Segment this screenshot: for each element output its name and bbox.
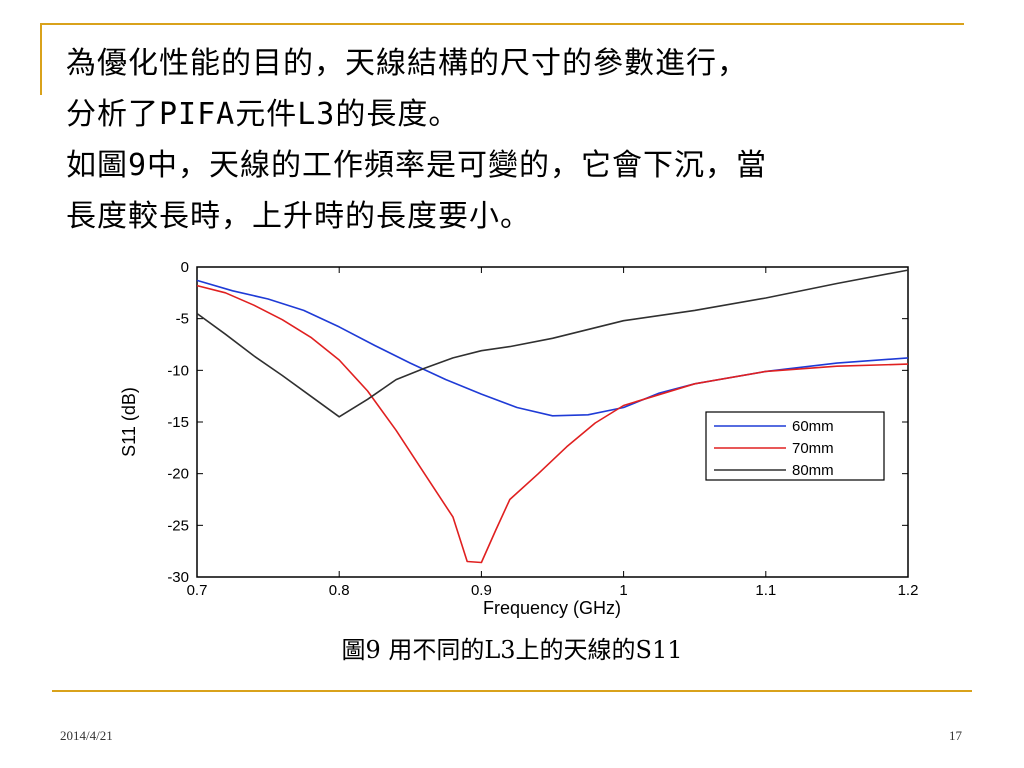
s11-line-chart: 0.7 0.8 0.9 1 1.1 1.2 0 -5 -10 -15 -20 -25 -30 Frequ… [119,259,918,618]
axis-ticks: 0.7 0.8 0.9 1 1.1 1.2 0 -5 -10 -15 -20 -25 -30 [167,259,918,599]
body-line: 如圖9中，天線的工作頻率是可變的，它會下沉，當 [66,148,768,183]
legend-entry: 60mm [792,418,834,435]
legend-entry: 80mm [792,462,834,479]
body-line: 分析了PIFA元件L3的長度。 [66,97,460,132]
body-line: 為優化性能的目的，天線結構的尺寸的參數進行， [66,46,748,81]
top-horizontal-rule [40,23,964,25]
footer-date: 2014/4/21 [60,728,113,743]
x-tick-label: 1 [619,582,627,599]
y-tick-label: 0 [181,259,189,276]
y-tick-label: -5 [176,311,189,328]
slide-body-text: 為優化性能的目的，天線結構的尺寸的參數進行， 分析了PIFA元件L3的長度。 如… [66,38,986,242]
x-tick-label: 1.2 [898,582,919,599]
y-tick-label: -10 [167,362,189,379]
x-tick-label: 0.7 [187,582,208,599]
body-line: 長度較長時，上升時的長度要小。 [66,199,531,234]
bottom-horizontal-rule [52,690,972,692]
y-tick-label: -30 [167,569,189,586]
x-tick-label: 0.9 [471,582,492,599]
series-line-70mm [196,284,909,564]
page-number: 17 [949,728,962,743]
top-vertical-rule [40,23,42,95]
figure-caption: 圖9 用不同的L3上的天線的S11 [341,636,683,664]
data-series [196,269,909,564]
y-tick-label: -25 [167,517,189,534]
legend-box [705,411,885,481]
x-axis-label: Frequency (GHz) [483,598,621,618]
x-tick-label: 1.1 [755,582,776,599]
chart-legend: 60mm 70mm 80mm [705,411,885,481]
legend-entry: 70mm [792,440,834,457]
series-line-80mm [196,269,909,418]
y-axis-label: S11 (dB) [119,387,139,457]
x-tick-label: 0.8 [329,582,350,599]
y-tick-label: -20 [167,466,189,483]
y-tick-label: -15 [167,414,189,431]
